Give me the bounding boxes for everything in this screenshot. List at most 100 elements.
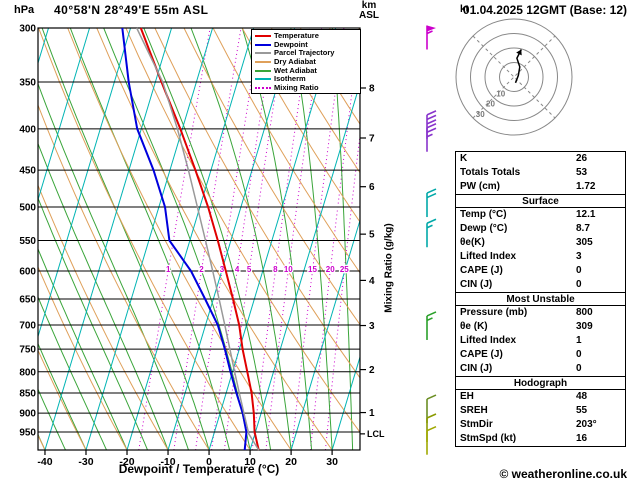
table-row: Lifted Index 3: [456, 250, 625, 264]
table-value: 16: [576, 433, 588, 444]
table-row: θe (K) 309: [456, 320, 625, 334]
legend-item-wet-adiabat: Wet Adiabat: [255, 66, 358, 75]
table-label: Temp (°C): [460, 209, 507, 220]
svg-text:0: 0: [206, 456, 212, 468]
svg-text:20: 20: [326, 265, 335, 274]
svg-text:15: 15: [308, 265, 317, 274]
svg-text:2: 2: [199, 265, 204, 274]
table-row: StmDir 203°: [456, 418, 625, 432]
table-value: 203°: [576, 419, 597, 430]
table-value: 3: [576, 251, 582, 262]
hodograph-ring: [455, 18, 573, 136]
table-row: Temp (°C) 12.1: [456, 208, 625, 222]
svg-text:650: 650: [19, 295, 36, 306]
table-label: K: [460, 153, 468, 164]
legend-swatch-parcel: [255, 52, 271, 55]
legend-item-isotherm: Isotherm: [255, 75, 358, 84]
altitude-axis-unit: km ASL: [355, 1, 383, 21]
svg-text:2: 2: [369, 365, 375, 376]
table-value: 0: [576, 265, 582, 276]
table-row: StmSpd (kt) 16: [456, 432, 625, 446]
chart-legend: Temperature Dewpoint Parcel Trajectory Dry …: [251, 29, 361, 95]
table-value: 0: [576, 363, 582, 374]
legend-item-parcel: Parcel Trajectory: [255, 49, 358, 58]
legend-label: Temperature: [274, 31, 319, 41]
svg-text:500: 500: [19, 203, 36, 214]
table-value: 1.72: [576, 181, 596, 192]
legend-swatch-dewpoint: [255, 43, 271, 46]
table-label: CIN (J): [460, 279, 493, 290]
svg-text:7: 7: [369, 134, 375, 145]
wind-barb: [426, 25, 436, 50]
table-label: Lifted Index: [460, 335, 517, 346]
svg-text:750: 750: [19, 345, 36, 356]
svg-text:1: 1: [166, 265, 171, 274]
table-label: CIN (J): [460, 363, 493, 374]
table-label: StmDir: [460, 419, 493, 430]
hodograph-unit: kt: [460, 4, 469, 15]
table-row: Lifted Index 1: [456, 334, 625, 348]
legend-swatch-mixing-ratio: [255, 86, 271, 89]
copyright: © weatheronline.co.uk: [499, 467, 627, 481]
table-value: 26: [576, 153, 588, 164]
altitude-unit-km: km: [361, 0, 377, 11]
table-value: 309: [576, 321, 593, 332]
table-label: PW (cm): [460, 181, 500, 192]
table-row: EH 48: [456, 390, 625, 404]
table-row: CAPE (J) 0: [456, 348, 625, 362]
table-row: Pressure (mb) 800: [456, 306, 625, 320]
svg-text:1: 1: [369, 408, 375, 419]
table-section-header: Surface: [456, 194, 625, 208]
table-value: 55: [576, 405, 588, 416]
legend-label: Wet Adiabat: [274, 65, 317, 75]
svg-text:10: 10: [284, 265, 293, 274]
table-row: PW (cm) 1.72: [456, 180, 625, 194]
table-label: CAPE (J): [460, 265, 503, 276]
svg-text:700: 700: [19, 320, 36, 331]
table-row: CAPE (J) 0: [456, 264, 625, 278]
legend-label: Dry Adiabat: [274, 57, 316, 67]
wind-barb: [426, 218, 437, 248]
svg-text:300: 300: [19, 24, 36, 35]
run-datetime: 01.04.2025 12GMT (Base: 12): [462, 3, 627, 17]
svg-text:3: 3: [220, 265, 225, 274]
svg-text:5: 5: [247, 265, 252, 274]
svg-text:400: 400: [19, 124, 36, 135]
table-value: 8.7: [576, 223, 590, 234]
table-section-header: Hodograph: [456, 376, 625, 390]
table-value: 12.1: [576, 209, 596, 220]
hodograph-ring: [484, 47, 544, 107]
svg-text:25: 25: [340, 265, 349, 274]
table-label: SREH: [460, 405, 488, 416]
svg-text:4: 4: [369, 276, 375, 287]
legend-swatch-dry-adiabat: [255, 61, 271, 64]
mixing-ratio-axis-label: Mixing Ratio (g/kg): [383, 223, 395, 313]
table-label: StmSpd (kt): [460, 433, 517, 444]
svg-text:LCL: LCL: [367, 429, 385, 439]
svg-text:5: 5: [369, 230, 375, 241]
hodograph-trace: [514, 49, 522, 84]
skewt-chart: 3003504004505005506006507007508008509009…: [19, 24, 437, 468]
legend-label: Mixing Ratio: [274, 82, 319, 92]
legend-item-mixing-ratio: Mixing Ratio: [255, 82, 358, 93]
svg-text:900: 900: [19, 409, 36, 420]
legend-item-dry-adiabat: Dry Adiabat: [255, 58, 358, 67]
temperature-curve: [139, 27, 260, 451]
table-value: 1: [576, 335, 582, 346]
pressure-axis-unit: hPa: [14, 4, 35, 16]
svg-text:600: 600: [19, 266, 36, 277]
table-label: θe (K): [460, 321, 488, 332]
wind-barb: [426, 188, 437, 218]
legend-label: Dewpoint: [274, 39, 308, 49]
table-value: 48: [576, 391, 588, 402]
svg-text:10: 10: [244, 456, 256, 468]
hodograph-arrow: [516, 49, 522, 56]
hodograph-ring-label: 10: [496, 89, 505, 98]
table-row: Totals Totals 53: [456, 166, 625, 180]
table-value: 800: [576, 307, 593, 318]
table-row: SREH 55: [456, 404, 625, 418]
table-label: Totals Totals: [460, 167, 521, 178]
table-row: CIN (J) 0: [456, 278, 625, 292]
